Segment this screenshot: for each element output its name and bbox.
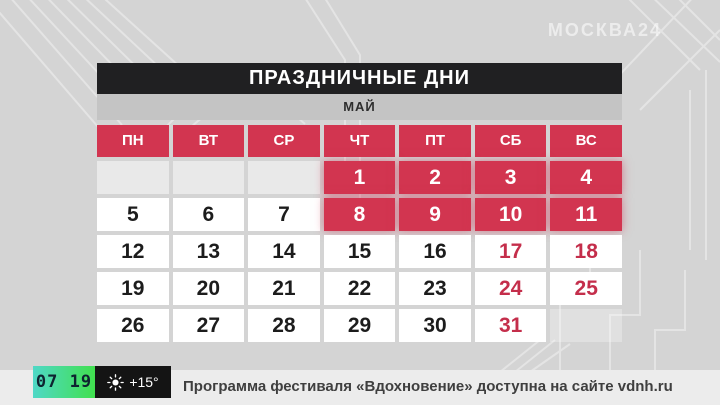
day-cell-12: 12 [97, 235, 169, 268]
empty-cell [97, 161, 169, 194]
weekday-header-ЧТ: ЧТ [323, 125, 396, 157]
weekday-header-ПН: ПН [97, 125, 169, 157]
empty-cell [550, 309, 622, 342]
day-cell-6: 6 [172, 198, 245, 231]
ticker-text: Программа фестиваля «Вдохновение» доступ… [183, 378, 673, 395]
day-cell-24: 24 [474, 272, 547, 305]
day-cell-4: 4 [550, 161, 622, 194]
weekday-header-ВТ: ВТ [172, 125, 245, 157]
day-cell-1: 1 [323, 161, 396, 194]
day-cell-3: 3 [474, 161, 547, 194]
day-cell-7: 7 [248, 198, 320, 231]
day-cell-31: 31 [474, 309, 547, 342]
day-cell-28: 28 [248, 309, 320, 342]
day-cell-25: 25 [550, 272, 622, 305]
day-cell-11: 11 [550, 198, 622, 231]
holiday-calendar: ПРАЗДНИЧНЫЕ ДНИ МАЙ ПН ВТ СР ЧТ ПТ СБ ВС 1 2 3 4 5 6… [97, 63, 622, 342]
day-cell-2: 2 [399, 161, 471, 194]
empty-cell [172, 161, 245, 194]
weekday-header-ВС: ВС [550, 125, 622, 157]
day-cell-27: 27 [172, 309, 245, 342]
day-cell-22: 22 [323, 272, 396, 305]
day-cell-21: 21 [248, 272, 320, 305]
day-cell-16: 16 [399, 235, 471, 268]
calendar-title: ПРАЗДНИЧНЫЕ ДНИ [97, 63, 622, 94]
day-cell-14: 14 [248, 235, 320, 268]
day-cell-26: 26 [97, 309, 169, 342]
day-cell-18: 18 [550, 235, 622, 268]
day-cell-30: 30 [399, 309, 471, 342]
weather-widget: +15° [95, 366, 171, 398]
day-cell-20: 20 [172, 272, 245, 305]
day-cell-17: 17 [474, 235, 547, 268]
channel-logo: МОСКВА24 [547, 20, 662, 40]
day-cell-19: 19 [97, 272, 169, 305]
day-cell-9: 9 [399, 198, 471, 231]
weekday-header-ПТ: ПТ [399, 125, 471, 157]
day-cell-5: 5 [97, 198, 169, 231]
day-cell-8: 8 [323, 198, 396, 231]
weekday-header-СБ: СБ [474, 125, 547, 157]
clock-display: 07 19 [33, 366, 95, 398]
day-cell-15: 15 [323, 235, 396, 268]
day-cell-29: 29 [323, 309, 396, 342]
calendar-month-label: МАЙ [97, 94, 622, 120]
day-cell-23: 23 [399, 272, 471, 305]
day-cell-13: 13 [172, 235, 245, 268]
day-cell-10: 10 [474, 198, 547, 231]
calendar-grid: ПН ВТ СР ЧТ ПТ СБ ВС 1 2 3 4 5 6 7 8 9 10 11 12 13 14 15 16 17 1… [97, 125, 622, 342]
weekday-header-СР: СР [248, 125, 320, 157]
sun-icon [107, 373, 125, 391]
empty-cell [248, 161, 320, 194]
temperature-label: +15° [129, 374, 159, 390]
